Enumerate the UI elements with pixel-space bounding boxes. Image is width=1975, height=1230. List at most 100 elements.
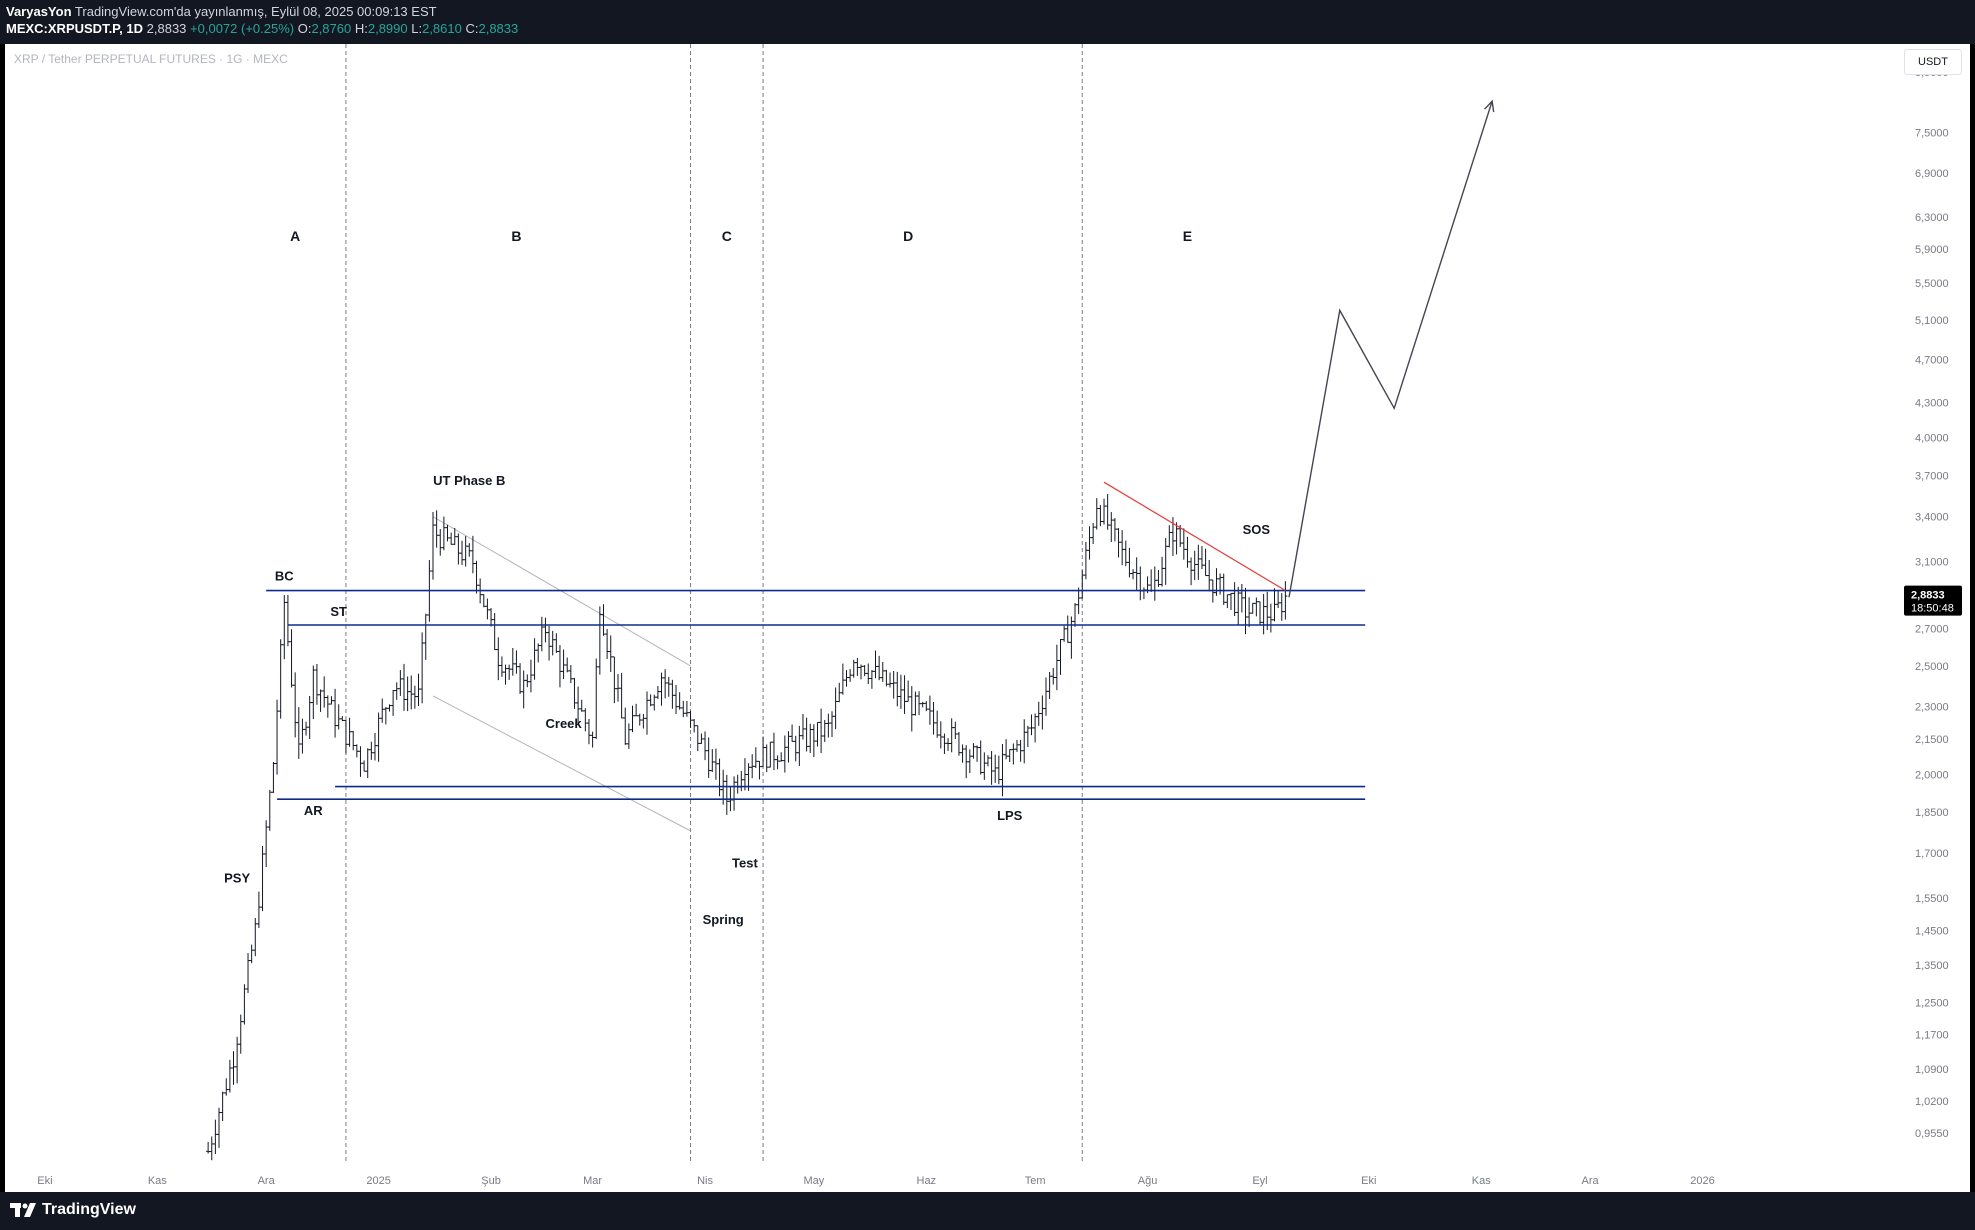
ohlc-bar <box>220 1091 225 1122</box>
ohlc-bar <box>859 664 864 680</box>
last-price-tag[interactable] <box>1904 585 1962 616</box>
ohlc-bar <box>242 984 247 1025</box>
ohlc-bar <box>634 703 639 717</box>
publisher-name[interactable]: VaryasYon <box>6 4 72 19</box>
ohlc-bar <box>1014 739 1019 752</box>
ohlc-bar <box>1080 570 1085 599</box>
symbol-line: MEXC:XRPUSDT.P, 1D 2,8833 +0,0072 (+0.25… <box>6 21 518 36</box>
ohlc-bar <box>862 665 867 677</box>
ohlc-bar <box>782 735 787 773</box>
ohlc-bar <box>372 732 377 761</box>
high-label: H: <box>354 21 368 36</box>
currency-button[interactable]: USDT <box>1904 49 1962 75</box>
ohlc-bar <box>376 712 381 762</box>
ohlc-bar <box>586 718 591 745</box>
ohlc-bar <box>536 643 541 663</box>
ohlc-bar <box>474 560 479 594</box>
wyckoff-annotation: PSY <box>224 871 250 886</box>
tradingview-logo[interactable]: TradingView <box>10 1201 136 1219</box>
ohlc-bar <box>1196 544 1201 580</box>
ohlc-bar <box>420 632 425 704</box>
wyckoff-annotation: LPS <box>997 808 1023 823</box>
ohlc-bar <box>423 613 428 660</box>
y-tick-label: 3,7000 <box>1915 471 1949 483</box>
ohlc-bar <box>267 789 272 831</box>
ohlc-bar <box>626 723 631 749</box>
ohlc-bar <box>235 1036 240 1084</box>
ohlc-bar <box>217 1107 222 1148</box>
ohlc-bar <box>1167 525 1172 548</box>
ohlc-bar <box>1236 586 1241 625</box>
ohlc-bar <box>601 604 606 636</box>
ohlc-bar <box>1102 498 1107 525</box>
ohlc-bar <box>227 1059 232 1093</box>
ohlc-bar <box>877 655 882 681</box>
ohlc-bar <box>271 761 276 794</box>
ohlc-bar <box>750 754 755 779</box>
price-change: +0,0072 (+0.25%) <box>190 21 295 36</box>
ohlc-bar <box>1279 593 1284 621</box>
ohlc-bar <box>996 755 1001 785</box>
ohlc-bar <box>688 710 693 728</box>
ohlc-bar <box>710 749 715 773</box>
projection-path[interactable] <box>1288 100 1493 598</box>
ohlc-bar <box>1185 536 1190 568</box>
ohlc-bar <box>1091 522 1096 544</box>
ohlc-bar <box>307 695 312 739</box>
y-tick-label: 2,5000 <box>1915 661 1949 673</box>
symbol-label[interactable]: MEXC:XRPUSDT.P, 1D <box>6 21 144 36</box>
ohlc-bar <box>1152 566 1157 601</box>
ohlc-bar <box>1000 743 1005 797</box>
header-bar: VaryasYon TradingView.com'da yayınlanmış… <box>0 0 1975 44</box>
x-tick-label: Ağu <box>1138 1175 1158 1187</box>
ohlc-bar <box>409 675 414 710</box>
y-tick-label: 5,9000 <box>1915 244 1949 256</box>
ohlc-bar <box>499 656 504 677</box>
ohlc-bar <box>815 721 820 747</box>
ohlc-bar <box>1040 695 1045 730</box>
y-tick-label: 1,7000 <box>1915 848 1949 860</box>
ohlc-bar <box>369 741 374 760</box>
ohlc-bar <box>1123 540 1128 567</box>
ohlc-bar <box>735 774 740 794</box>
ohlc-bar <box>975 745 980 762</box>
ohlc-bar <box>434 510 439 548</box>
ohlc-bar <box>1069 616 1074 659</box>
ohlc-bar <box>206 1141 211 1154</box>
y-tick-label: 6,9000 <box>1915 168 1949 180</box>
ohlc-bar <box>554 633 559 653</box>
ohlc-bar <box>1163 538 1168 585</box>
wyckoff-annotation: Creek <box>546 716 583 731</box>
ohlc-bar <box>677 692 682 710</box>
ohlc-bar <box>848 669 853 682</box>
ohlc-bar <box>514 650 519 674</box>
ohlc-bar <box>568 665 573 684</box>
wyckoff-annotation: SOS <box>1243 522 1271 537</box>
ohlc-bar <box>1218 573 1223 595</box>
ohlc-bar <box>1156 570 1161 587</box>
ohlc-bar <box>550 630 555 656</box>
chart-panel[interactable] <box>5 44 1970 1192</box>
ohlc-bar <box>674 684 679 715</box>
y-tick-label: 3,1000 <box>1915 557 1949 569</box>
wyckoff-annotation: AR <box>304 803 323 818</box>
ohlc-bar <box>1207 560 1212 592</box>
y-tick-label: 4,3000 <box>1915 398 1949 410</box>
ohlc-bar <box>256 891 261 928</box>
ohlc-bar <box>793 735 798 762</box>
ohlc-bar <box>786 731 791 763</box>
ohlc-bar <box>1025 725 1030 748</box>
x-tick-label: Eki <box>37 1175 52 1187</box>
ohlc-bar <box>1098 504 1103 527</box>
resistance-trend-line[interactable] <box>1103 481 1286 592</box>
ohlc-bar <box>398 670 403 696</box>
ohlc-bar <box>1250 602 1255 614</box>
ohlc-bar <box>1007 749 1012 763</box>
ohlc-bar <box>547 625 552 661</box>
ohlc-bar <box>380 698 385 723</box>
ohlc-bar <box>917 691 922 716</box>
ohlc-bar <box>804 717 809 752</box>
ohlc-bar <box>314 663 319 705</box>
low-value: 2,8610 <box>422 21 462 36</box>
